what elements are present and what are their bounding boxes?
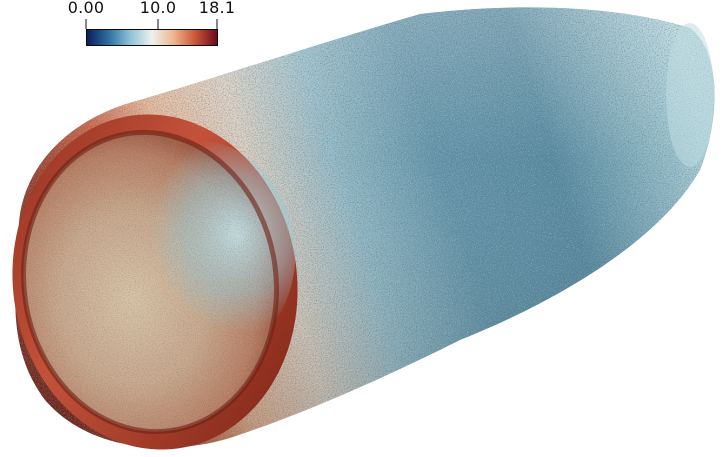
colorbar-min-tick bbox=[85, 19, 87, 29]
colorbar-mid-label: 10.0 bbox=[139, 0, 177, 17]
colorbar-gradient bbox=[86, 29, 218, 46]
colorbar-mid-tick bbox=[157, 19, 159, 29]
colorbar-min-label: 0.00 bbox=[67, 0, 105, 17]
colorbar-max-tick bbox=[216, 19, 218, 29]
colorbar-legend: 0.00 10.0 18.1 bbox=[68, 0, 235, 52]
colorbar-max-label: 18.1 bbox=[198, 0, 236, 17]
cylinder-end-cap bbox=[666, 23, 714, 167]
